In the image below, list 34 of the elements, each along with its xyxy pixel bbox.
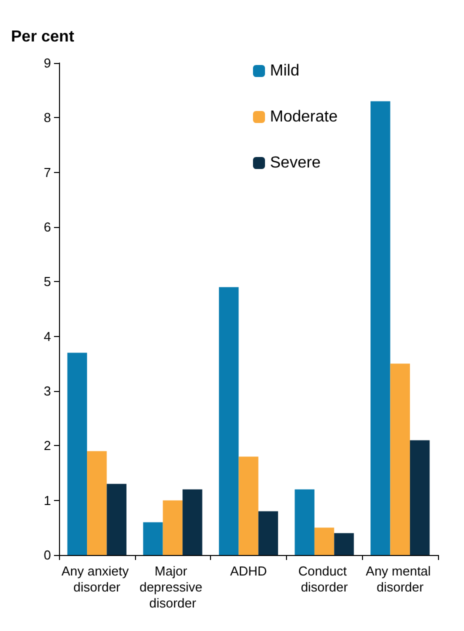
y-tick-label: 4 bbox=[44, 328, 51, 344]
x-tick-label: Any mental disorder bbox=[366, 564, 434, 594]
bar bbox=[334, 533, 354, 555]
y-tick-label: 3 bbox=[44, 384, 51, 398]
bar bbox=[143, 522, 163, 555]
y-axis-title: Per cent bbox=[11, 28, 75, 46]
bar bbox=[67, 352, 88, 555]
bar bbox=[218, 287, 239, 555]
x-tick-label: Major depressive disorder bbox=[139, 564, 206, 610]
y-tick-label: 0 bbox=[44, 548, 51, 562]
x-tick-label: Conduct disorder bbox=[298, 564, 350, 594]
y-tick-label: 5 bbox=[44, 274, 51, 290]
x-tick-label: ADHD bbox=[230, 564, 267, 578]
y-tick-label: 6 bbox=[44, 220, 51, 234]
bar bbox=[162, 500, 183, 555]
x-tick-label: Any anxiety disorder bbox=[61, 564, 132, 594]
bar bbox=[87, 451, 107, 555]
y-tick-label: 2 bbox=[44, 438, 51, 454]
legend-label: Moderate bbox=[270, 108, 338, 126]
legend-label: Mild bbox=[270, 62, 300, 80]
bar bbox=[390, 364, 410, 555]
y-tick-label: 7 bbox=[44, 164, 51, 180]
bar bbox=[258, 511, 278, 555]
bar bbox=[238, 456, 258, 555]
legend-label: Severe bbox=[270, 154, 321, 172]
bar bbox=[106, 484, 126, 555]
bar bbox=[314, 528, 334, 555]
bar bbox=[410, 440, 430, 555]
bar bbox=[294, 489, 314, 555]
bar bbox=[370, 101, 390, 555]
y-tick-label: 8 bbox=[44, 110, 51, 126]
y-tick-label: 1 bbox=[44, 492, 51, 508]
y-tick-label: 9 bbox=[44, 56, 51, 70]
bar bbox=[182, 489, 202, 555]
